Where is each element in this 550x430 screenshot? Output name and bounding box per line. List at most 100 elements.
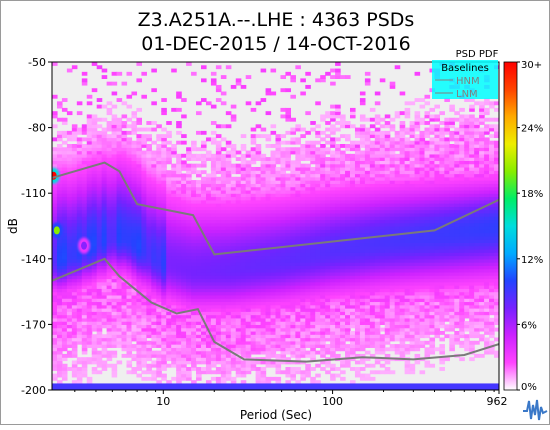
density-cell [230, 317, 237, 322]
density-cell [220, 157, 227, 161]
density-cell [131, 232, 138, 237]
density-cell [220, 160, 227, 165]
density-cell [379, 321, 386, 325]
density-cell [146, 350, 152, 355]
density-cell [151, 232, 157, 237]
density-cell [71, 150, 78, 155]
density-cell [121, 186, 128, 191]
density-cell [369, 206, 376, 211]
density-cell [101, 130, 108, 135]
density-cell [340, 337, 346, 342]
density-cell [369, 344, 376, 348]
density-cell [191, 219, 197, 224]
density-cell [320, 189, 326, 194]
density-cell [131, 114, 138, 119]
density-cell [181, 163, 187, 168]
density-cell [335, 242, 341, 247]
density-cell [56, 278, 63, 283]
density-cell [91, 271, 98, 276]
density-cell [270, 216, 277, 221]
density-cell [146, 183, 152, 188]
density-cell [56, 298, 63, 303]
density-cell [71, 147, 78, 152]
density-cell [176, 265, 182, 270]
density-cell [255, 186, 262, 191]
density-cell [91, 340, 98, 345]
density-cell [96, 294, 103, 299]
density-cell [215, 65, 222, 70]
density-cell [340, 265, 346, 270]
density-cell [81, 373, 88, 378]
density-cell [71, 209, 78, 214]
density-cell [151, 68, 157, 73]
density-cell [146, 166, 152, 171]
density-cell [364, 311, 371, 316]
density-cell [359, 206, 366, 211]
density-cell [240, 353, 247, 358]
density-cell [215, 353, 222, 358]
density-cell [81, 350, 88, 355]
density-cell [379, 281, 386, 286]
density-cell [61, 189, 68, 194]
density-cell [215, 147, 222, 152]
density-cell [340, 222, 346, 227]
density-cell [320, 203, 326, 207]
density-cell [61, 294, 68, 299]
density-cell [250, 262, 257, 266]
density-cell [116, 245, 123, 250]
density-cell [91, 150, 98, 155]
density-cell [325, 242, 331, 247]
density-cell [111, 203, 118, 207]
density-cell [205, 196, 212, 201]
density-cell [285, 357, 291, 362]
density-cell [151, 196, 157, 201]
density-cell [186, 340, 192, 345]
density-cell [364, 301, 371, 306]
density-cell [146, 206, 152, 211]
density-cell [156, 370, 162, 375]
density-cell [250, 288, 257, 293]
density-cell [205, 301, 212, 306]
density-cell [225, 314, 232, 319]
density-cell [374, 170, 381, 175]
density-cell [270, 176, 277, 181]
density-cell [359, 124, 366, 129]
chart-title-line1: Z3.A251A.--.LHE : 4363 PSDs [138, 9, 415, 31]
density-cell [210, 353, 217, 358]
density-cell [205, 137, 212, 142]
density-cell [260, 265, 267, 270]
density-cell [265, 193, 272, 198]
density-cell [295, 176, 301, 181]
density-cell [101, 232, 108, 237]
density-cell [275, 380, 282, 385]
density-cell [161, 206, 167, 211]
density-cell [250, 206, 257, 211]
density-cell [270, 144, 277, 148]
density-cell [260, 317, 267, 322]
density-cell [320, 166, 326, 171]
density-cell [315, 203, 321, 207]
density-cell [345, 262, 351, 266]
density-cell [320, 219, 326, 224]
density-cell [101, 193, 108, 198]
density-cell [265, 344, 272, 348]
density-cell [335, 367, 341, 371]
density-cell [374, 203, 381, 207]
density-cell [384, 324, 391, 329]
density-cell [255, 124, 262, 129]
density-cell [295, 153, 301, 158]
density-cell [245, 163, 252, 168]
density-cell [335, 330, 341, 335]
density-cell [374, 127, 381, 132]
density-cell [215, 258, 222, 263]
density-cell [106, 258, 113, 263]
density-cell [300, 317, 306, 322]
density-cell [230, 239, 237, 243]
density-cell [116, 127, 123, 132]
density-cell [240, 255, 247, 260]
density-cell [325, 71, 331, 76]
density-cell [374, 248, 381, 253]
density-cell [260, 376, 267, 381]
density-cell [364, 248, 371, 253]
density-cell [225, 196, 232, 201]
